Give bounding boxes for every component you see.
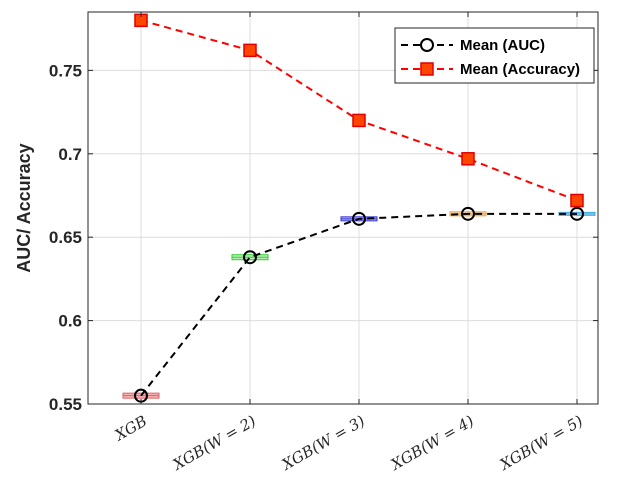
x-tick-label: XGB(W = 4)	[387, 412, 477, 474]
accuracy-point	[243, 43, 257, 58]
y-tick-label: 0.6	[58, 312, 82, 331]
auc-point	[352, 211, 366, 226]
legend-label-1: Mean (Accuracy)	[460, 61, 580, 78]
y-tick-label: 0.7	[58, 145, 82, 164]
series-markers	[134, 13, 584, 403]
legend: Mean (AUC) Mean (Accuracy)	[394, 27, 595, 84]
y-tick-label: 0.75	[49, 61, 82, 80]
legend-label-0: Mean (AUC)	[460, 37, 545, 54]
x-tick-label: XGB(W = 3)	[278, 412, 368, 474]
legend-marker-square	[420, 62, 434, 76]
y-tick-label: 0.65	[49, 228, 82, 247]
auc-point	[243, 250, 257, 265]
legend-marker-circle	[420, 38, 434, 52]
x-tick-label: XGB(W = 2)	[169, 412, 259, 474]
auc-point	[570, 206, 584, 221]
y-axis-ticks: 0.55 0.6 0.65 0.7 0.75	[49, 61, 598, 414]
accuracy-point	[570, 193, 584, 208]
x-tick-label: XGB	[111, 412, 150, 445]
x-tick-label: XGB(W = 5)	[496, 412, 586, 474]
y-axis-label: AUC/ Accuracy	[14, 143, 34, 272]
plot-frame	[87, 11, 599, 405]
y-tick-label: 0.55	[49, 395, 82, 414]
accuracy-point	[461, 152, 475, 166]
series-line-0	[140, 212, 577, 397]
auc-point	[461, 206, 475, 221]
accuracy-point	[352, 113, 366, 128]
